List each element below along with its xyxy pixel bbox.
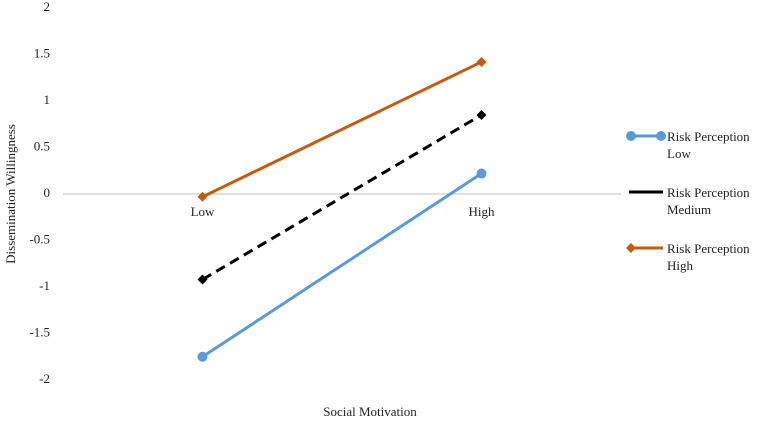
legend-label: Risk Perception High [667, 241, 750, 273]
x-axis-title: Social Motivation [323, 404, 417, 419]
series-line [201, 113, 483, 281]
y-tick-label: 0 [44, 185, 51, 200]
legend-item: Risk Perception Medium [625, 181, 765, 237]
y-tick-label: 0.5 [34, 138, 50, 153]
point [626, 131, 636, 141]
y-tick-label: 1 [44, 92, 51, 107]
legend-item: Risk Perception Low [625, 125, 765, 181]
legend-label: Risk Perception Low [667, 129, 750, 161]
y-tick-label: 1.5 [34, 45, 50, 60]
chart: Social Motivation Dissemination Willingn… [3, 0, 621, 419]
series-line [201, 60, 483, 199]
point [476, 109, 487, 120]
legend-swatch [629, 190, 663, 194]
point [197, 191, 208, 202]
legend-label: Risk Perception Medium [667, 185, 750, 217]
y-tick-label: 2 [44, 0, 51, 14]
legend-swatch [626, 131, 666, 141]
x-tick-label: High [469, 204, 496, 219]
y-axis-title: Dissemination Willingness [3, 124, 18, 264]
y-tick-label: -2 [39, 371, 50, 386]
legend: Risk Perception Low Risk Perception Mediu… [625, 125, 765, 293]
legend-item: Risk Perception High [625, 237, 765, 293]
point [626, 243, 636, 253]
y-tick-label: -1 [39, 278, 50, 293]
series-line [201, 172, 483, 359]
point [197, 274, 208, 285]
y-tick-label: -0.5 [29, 231, 50, 246]
x-tick-label: Low [191, 204, 215, 219]
point [476, 56, 487, 67]
point [656, 131, 666, 141]
y-tick-label: -1.5 [29, 324, 50, 339]
legend-swatch [626, 243, 663, 253]
point [197, 351, 208, 362]
point [476, 168, 487, 179]
